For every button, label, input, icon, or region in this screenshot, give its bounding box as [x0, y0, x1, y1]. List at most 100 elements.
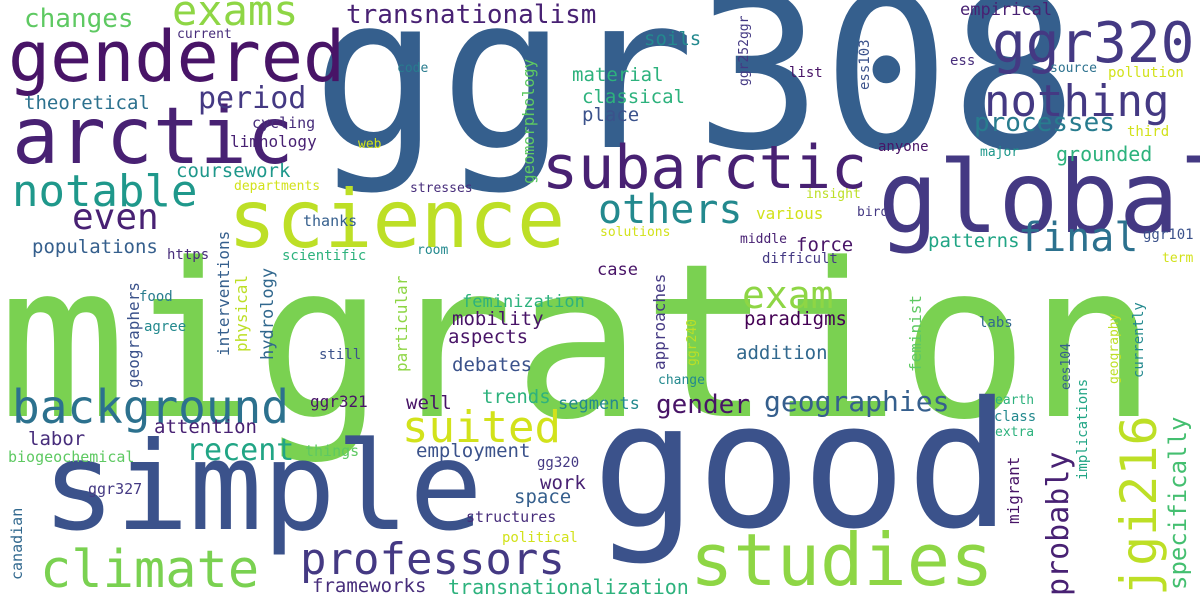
word-ess: ess	[950, 53, 976, 69]
word-employment: employment	[416, 440, 531, 462]
word-coursework: coursework	[176, 160, 291, 182]
word-gg320: gg320	[537, 455, 580, 471]
word-soils: soils	[644, 28, 702, 50]
word-change: change	[658, 373, 705, 388]
word-source: source	[1050, 61, 1097, 76]
word-patterns: patterns	[928, 230, 1020, 252]
word-solutions: solutions	[600, 225, 671, 240]
word-others: others	[598, 187, 743, 233]
word-code: code	[397, 61, 429, 76]
word-ggr240: ggr240	[685, 319, 700, 366]
word-thanks: thanks	[303, 212, 358, 230]
word-earth: earth	[995, 393, 1035, 408]
word-science: science	[228, 173, 566, 266]
word-classical: classical	[582, 86, 685, 108]
word-insight: insight	[806, 187, 861, 202]
word-ggr252ggr: ggr252ggr	[737, 15, 752, 86]
word-mobility: mobility	[452, 308, 544, 330]
word-still: still	[319, 347, 362, 363]
word-well: well	[406, 392, 452, 414]
word-ggr320: ggr320	[992, 11, 1195, 76]
word-space: space	[514, 486, 572, 508]
word-geomorphology: geomorphology	[519, 58, 538, 184]
word-migration: migration	[0, 218, 1158, 467]
word-interventions: interventions	[214, 230, 233, 356]
word-structures: structures	[466, 508, 557, 526]
word-probably: probably	[1041, 451, 1076, 597]
word-notable: notable	[12, 166, 198, 217]
word-addition: addition	[736, 342, 828, 364]
word-debates: debates	[452, 354, 533, 376]
word-pollution: pollution	[1108, 65, 1184, 81]
word-physical: physical	[232, 274, 251, 352]
word-feminist: feminist	[906, 294, 925, 372]
word-class: class	[994, 409, 1037, 425]
word-departments: departments	[234, 179, 321, 194]
word-segments: segments	[558, 394, 640, 414]
word-implications: implications	[1075, 378, 1091, 480]
word-anyone: anyone	[878, 139, 929, 155]
word-final: final	[1018, 215, 1139, 261]
word-limnology: limnology	[230, 132, 317, 151]
word-scientific: scientific	[282, 248, 367, 264]
word-trends: trends	[482, 386, 551, 408]
word-transnationalism: transnationalism	[346, 0, 597, 30]
word-hydrology: hydrology	[258, 267, 278, 360]
word-current: current	[177, 27, 232, 42]
word-geography: geography	[1107, 313, 1122, 384]
word-empirical: empirical	[960, 0, 1053, 20]
word-political: political	[502, 530, 578, 546]
word-approaches: approaches	[650, 273, 669, 370]
word-labs: labs	[979, 315, 1013, 331]
word-gender: gender	[656, 390, 750, 420]
word-climate: climate	[40, 540, 260, 600]
word-canadian: canadian	[8, 507, 26, 580]
word-simple: simple	[42, 416, 483, 558]
word-third: third	[1127, 124, 1170, 140]
word-paradigms: paradigms	[744, 308, 847, 330]
word-stresses: stresses	[410, 181, 473, 196]
word-labor: labor	[28, 428, 86, 450]
word-ggr327: ggr327	[88, 480, 143, 498]
word-difficult: difficult	[762, 251, 838, 267]
word-particular: particular	[392, 275, 411, 372]
word-biogeochemical: biogeochemical	[8, 448, 135, 466]
word-period: period	[198, 81, 307, 116]
word-professors: professors	[300, 534, 565, 585]
word-ees104: ees104	[1059, 343, 1074, 390]
word-things: things	[305, 442, 360, 460]
word-list: list	[789, 65, 823, 81]
word-cycling: cycling	[252, 114, 316, 132]
word-ggr101: ggr101	[1143, 227, 1194, 243]
word-extra: extra	[995, 425, 1035, 440]
word-https: https	[167, 247, 210, 263]
word-suited: suited	[402, 402, 561, 453]
word-geographies: geographies	[764, 385, 950, 418]
word-attention: attention	[154, 416, 257, 438]
word-material: material	[572, 64, 664, 86]
word-work: work	[540, 472, 586, 494]
word-ess103: ess103	[857, 39, 873, 90]
word-room: room	[417, 243, 449, 258]
word-even: even	[72, 197, 159, 238]
word-arctic: arctic	[12, 92, 294, 182]
word-aspects: aspects	[448, 326, 529, 348]
word-case: case	[597, 260, 638, 280]
word-exams: exams	[172, 0, 299, 35]
word-good: good	[592, 365, 1012, 568]
word-food: food	[139, 289, 173, 305]
word-recent: recent	[186, 433, 295, 468]
word-agree: agree	[144, 319, 187, 335]
word-transnationalization: transnationalization	[448, 575, 689, 599]
word-term: term	[1162, 251, 1194, 266]
word-major: major	[980, 145, 1020, 160]
word-processes: processes	[974, 108, 1115, 138]
word-exam: exam	[742, 273, 834, 317]
word-various: various	[756, 204, 824, 223]
word-background: background	[12, 380, 289, 434]
word-ggr321: ggr321	[310, 392, 368, 411]
word-populations: populations	[32, 236, 158, 258]
word-middle: middle	[740, 232, 787, 247]
word-specifically: specifically	[1164, 416, 1192, 590]
